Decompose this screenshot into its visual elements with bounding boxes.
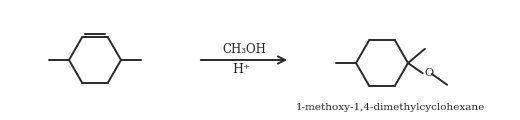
Text: O: O — [425, 68, 434, 78]
Text: CH₃OH: CH₃OH — [222, 43, 266, 56]
Text: H⁺: H⁺ — [232, 63, 250, 76]
Text: 1-methoxy-1,4-dimethylcyclohexane: 1-methoxy-1,4-dimethylcyclohexane — [295, 103, 485, 112]
